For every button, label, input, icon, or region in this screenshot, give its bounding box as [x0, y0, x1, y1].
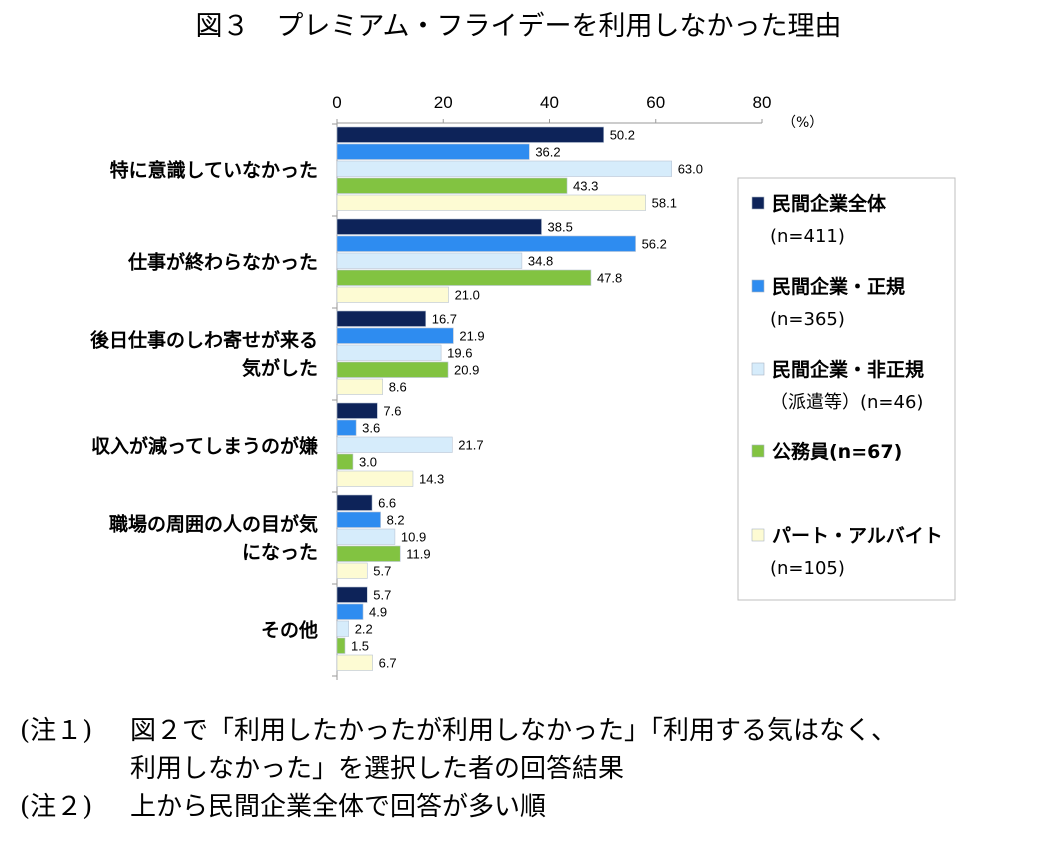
legend-label: パート・アルバイト: [772, 525, 943, 547]
x-tick-label: 0: [332, 93, 341, 112]
bar: [336, 511, 381, 528]
data-label: 8.2: [387, 513, 405, 528]
note-2-label: (注２): [20, 792, 93, 822]
category-label: 収入が減ってしまうのが嫌: [91, 435, 318, 458]
data-label: 63.0: [678, 162, 703, 177]
bar: [336, 344, 442, 361]
legend-box: [737, 177, 956, 601]
bar: [336, 562, 368, 579]
data-label: 6.6: [378, 496, 396, 511]
bar: [336, 361, 449, 378]
data-label: 21.0: [455, 288, 480, 303]
data-label: 38.5: [548, 220, 573, 235]
bar: [336, 494, 373, 511]
legend-count: （派遣等）(n=46): [770, 392, 923, 413]
legend-count: (n=365): [770, 309, 845, 330]
legend-count: (n=105): [770, 558, 845, 579]
data-label: 36.2: [535, 145, 560, 160]
data-label: 34.8: [528, 254, 553, 269]
bar: [336, 470, 414, 487]
category-label: 仕事が終わらなかった: [127, 251, 318, 274]
data-label: 2.2: [355, 622, 373, 637]
bar: [336, 194, 646, 211]
bar: [336, 378, 383, 395]
legend-swatch: [751, 528, 765, 542]
category-label: になった: [242, 542, 318, 564]
bar-chart: 0 20 40 60 80 （%） 特に意識していなかった仕事が終わらなかった後日仕事のしわ…: [90, 93, 956, 680]
category-label: 気がした: [242, 357, 318, 380]
data-label: 58.1: [652, 196, 677, 211]
note-1: (注１) 図２で「利用したかったが利用しなかった」「利用する気はなく、: [20, 712, 897, 750]
data-label: 43.3: [573, 179, 598, 194]
note-1-continuation: 利用しなかった」を選択した者の回答結果: [130, 754, 625, 784]
data-label: 7.6: [383, 404, 401, 419]
legend-swatch: [751, 196, 765, 210]
bar: [336, 620, 349, 637]
x-tick-label: 20: [434, 93, 453, 112]
legend-swatch: [751, 279, 765, 293]
data-label: 3.6: [362, 421, 380, 436]
data-label: 14.3: [419, 472, 444, 487]
note-1-text: 図２で「利用したかったが利用しなかった」「利用する気はなく、: [130, 716, 898, 746]
legend-label: 民間企業・正規: [772, 275, 905, 298]
data-label: 16.7: [432, 312, 457, 327]
bar: [336, 586, 368, 603]
legend-label: 民間企業・非正規: [772, 358, 924, 381]
legend-count: (n=411): [770, 226, 845, 247]
category-label: 特に意識していなかった: [110, 159, 318, 182]
legend-swatch: [751, 362, 765, 376]
bar: [336, 637, 346, 654]
chart-title: 図３ プレミアム・フライデーを利用しなかった理由: [195, 11, 842, 42]
bar: [336, 160, 672, 177]
bar: [336, 402, 378, 419]
bar: [336, 528, 396, 545]
data-label: 10.9: [401, 530, 426, 545]
data-label: 50.2: [610, 128, 635, 143]
bar: [336, 177, 568, 194]
data-label: 21.9: [459, 329, 484, 344]
note-2: (注２) 上から民間企業全体で回答が多い順: [20, 788, 897, 826]
bar: [336, 218, 542, 235]
bar: [336, 235, 636, 252]
data-label: 56.2: [642, 237, 667, 252]
category-label: 後日仕事のしわ寄せが来る: [90, 329, 318, 352]
data-label: 8.6: [389, 380, 407, 395]
bar: [336, 143, 530, 160]
bar: [336, 286, 449, 303]
bar: [336, 327, 454, 344]
bar: [336, 269, 592, 286]
bar: [336, 545, 401, 562]
legend-label: 公務員(n=67): [772, 440, 902, 463]
category-label: その他: [261, 619, 318, 642]
data-label: 20.9: [454, 363, 479, 378]
unit-label: （%）: [782, 115, 823, 131]
x-tick-label: 80: [753, 93, 772, 112]
bar: [336, 310, 427, 327]
x-tick-label: 40: [540, 93, 559, 112]
data-label: 5.7: [373, 588, 391, 603]
bar: [336, 603, 364, 620]
bar: [336, 126, 604, 143]
data-label: 1.5: [351, 639, 369, 654]
legend-label: 民間企業全体: [772, 192, 887, 215]
data-label: 11.9: [406, 547, 430, 562]
legend-swatch: [751, 444, 765, 458]
bar: [336, 252, 523, 269]
note-2-text: 上から民間企業全体で回答が多い順: [130, 792, 547, 822]
data-label: 6.7: [379, 656, 397, 671]
bar: [336, 453, 354, 470]
bar: [336, 419, 357, 436]
data-label: 19.6: [447, 346, 472, 361]
data-label: 4.9: [369, 605, 387, 620]
data-label: 21.7: [458, 438, 483, 453]
bar: [336, 654, 373, 671]
data-label: 3.0: [359, 455, 377, 470]
note-1-label: (注１): [20, 716, 93, 746]
notes: (注１) 図２で「利用したかったが利用しなかった」「利用する気はなく、 利用しな…: [20, 712, 897, 826]
x-tick-label: 60: [646, 93, 665, 112]
data-label: 5.7: [373, 564, 391, 579]
bar: [336, 436, 453, 453]
category-label: 職場の周囲の人の目が気: [109, 513, 318, 536]
data-label: 47.8: [597, 271, 622, 286]
